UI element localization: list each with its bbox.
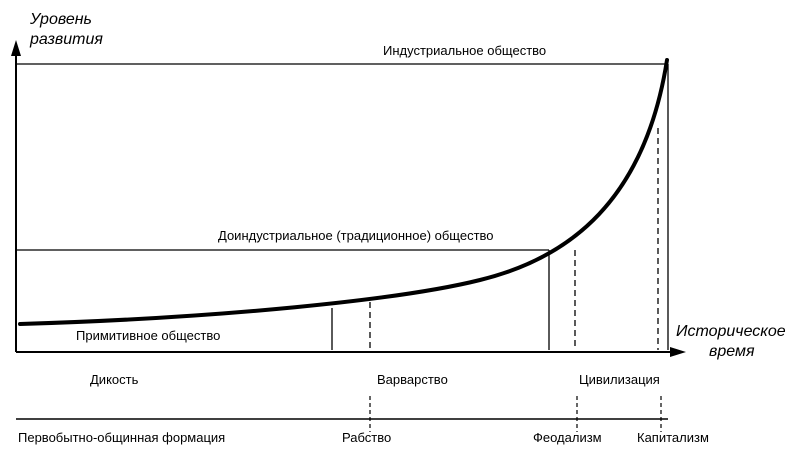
y-axis-arrow xyxy=(11,40,21,56)
x-axis-title-line1: Историческое xyxy=(676,323,786,340)
primitive-society-label: Примитивное общество xyxy=(76,328,220,343)
formation-capitalism-label: Капитализм xyxy=(637,430,709,445)
industrial-society-label: Индустриальное общество xyxy=(383,43,546,58)
era-civilization-label: Цивилизация xyxy=(579,372,660,387)
y-axis-title-line1: Уровень xyxy=(29,11,92,28)
formation-feudalism-label: Феодализм xyxy=(533,430,602,445)
era-barbarism-label: Варварство xyxy=(377,372,448,387)
formation-slavery-label: Рабство xyxy=(342,430,391,445)
era-savagery-label: Дикость xyxy=(90,372,139,387)
formation-primitive-communal-label: Первобытно-общинная формация xyxy=(18,430,225,445)
y-axis-title-line2: развития xyxy=(29,31,103,48)
x-axis-arrow xyxy=(670,347,686,357)
x-axis-title-line2: время xyxy=(709,343,755,360)
development-curve xyxy=(18,58,669,326)
preindustrial-society-label: Доиндустриальное (традиционное) общество xyxy=(218,228,494,243)
